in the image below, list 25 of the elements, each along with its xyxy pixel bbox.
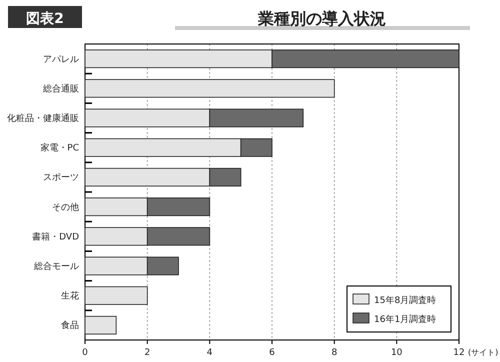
x-tick-label: 8 [331, 348, 338, 358]
y-tick-label: 書籍・DVD [32, 231, 80, 242]
y-tick-label: その他 [52, 202, 79, 213]
annotation: 図表2 [8, 6, 82, 28]
bar [84, 286, 148, 305]
y-tick-label: スポーツ [43, 173, 79, 184]
chart-title: 業種別の導入状況 [257, 9, 386, 28]
y-tick-label: 総合モール [33, 261, 79, 272]
bar [84, 79, 335, 98]
legend-label: 15年8月調査時 [374, 295, 436, 306]
y-tick-label: アパレル [43, 54, 79, 65]
y-tick-label: 家電・PC [40, 142, 79, 154]
y-tick-label: 総合通販 [42, 83, 79, 94]
x-tick-label: 12 [453, 348, 465, 358]
bar [84, 316, 117, 334]
x-tick-label: 2 [144, 348, 150, 358]
y-tick-label: 生花 [61, 290, 79, 302]
x-axis-title: (サイト) [468, 348, 498, 357]
x-tick-label: 4 [206, 348, 213, 358]
x-tick-label: 0 [82, 348, 88, 358]
y-tick-label: 食品 [61, 320, 79, 332]
x-tick-label: 10 [390, 348, 403, 358]
x-tick-label: 6 [269, 348, 276, 358]
y-tick-label: 化粧品・健康通販 [7, 113, 79, 124]
legend-label: 16年1月調査時 [374, 314, 436, 325]
